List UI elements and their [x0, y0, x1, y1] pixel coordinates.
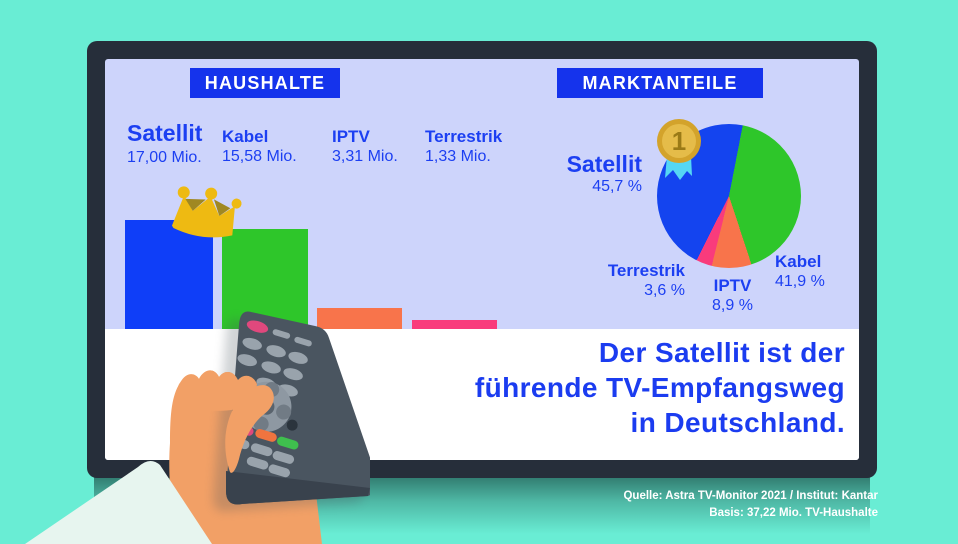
bar-legend-kabel: Kabel 15,58 Mio. [222, 127, 297, 166]
source-note: Quelle: Astra TV-Monitor 2021 / Institut… [623, 488, 878, 522]
pie-label-name: Kabel [775, 252, 822, 271]
pie-label-value: 45,7 % [592, 178, 642, 196]
bar-label: Kabel [222, 127, 269, 146]
headline-line-1: Der Satellit ist der [598, 337, 845, 368]
bar-value: 1,33 Mio. [425, 148, 491, 166]
pie-label-name: Satellit [566, 151, 642, 177]
hand-with-remote-illustration [25, 311, 370, 544]
headline-line-2: führende TV-Empfangsweg [474, 372, 845, 403]
bar-value: 3,31 Mio. [332, 148, 398, 166]
pie-label-value: 3,6 % [644, 281, 685, 299]
sleeve-illustration [25, 460, 212, 544]
headline-text: Der Satellit ist der führende TV-Empfang… [475, 335, 845, 440]
medal-rank-text: 1 [672, 126, 686, 156]
thumb-illustration [225, 385, 274, 473]
remote-green-key [277, 436, 299, 450]
bar-label: Satellit [127, 120, 203, 146]
pie-label-satellit: Satellit 45,7 % [510, 151, 642, 196]
pie-label-value: 41,9 % [775, 272, 825, 290]
pie-label-terrestrik: Terrestrik 3,6 % [560, 261, 685, 299]
remote-bottom-cap [226, 471, 370, 505]
pie-label-value: 8,9 % [712, 296, 753, 314]
bar-label: IPTV [332, 127, 370, 146]
pie-label-name: IPTV [713, 276, 752, 295]
source-line-1: Quelle: Astra TV-Monitor 2021 / Institut… [623, 490, 878, 502]
pie-label-kabel: Kabel 41,9 % [775, 252, 825, 290]
source-line-2: Basis: 37,22 Mio. TV-Haushalte [709, 507, 878, 519]
pie-label-name: Terrestrik [607, 261, 685, 280]
bar-legend-iptv: IPTV 3,31 Mio. [332, 127, 398, 166]
remote-orange-key [255, 429, 277, 442]
crown-icon [171, 186, 242, 238]
bar-value: 17,00 Mio. [127, 148, 202, 166]
bar-iptv [317, 308, 402, 329]
bar-value: 15,58 Mio. [222, 148, 297, 166]
tv-frame: HAUSHALTE MARKTANTEILE Satellit 17,00 Mi… [87, 41, 877, 478]
bar-terrestrik [412, 320, 497, 329]
bar-satellit [125, 220, 213, 329]
marktanteile-title-badge: MARKTANTEILE [557, 68, 763, 98]
haushalte-title-badge: HAUSHALTE [190, 68, 340, 98]
bar-legend-satellit: Satellit 17,00 Mio. [127, 120, 203, 167]
bar-legend-terrestrik: Terrestrik 1,33 Mio. [425, 127, 502, 166]
fingers-illustration [176, 370, 257, 411]
headline-line-3: in Deutschland. [630, 407, 845, 438]
bar-label: Terrestrik [425, 127, 503, 146]
remote-power-button [246, 320, 269, 333]
pie-label-iptv: IPTV 8,9 % [690, 276, 775, 314]
medal-icon: 1 [657, 119, 701, 180]
bar-kabel [222, 229, 308, 329]
